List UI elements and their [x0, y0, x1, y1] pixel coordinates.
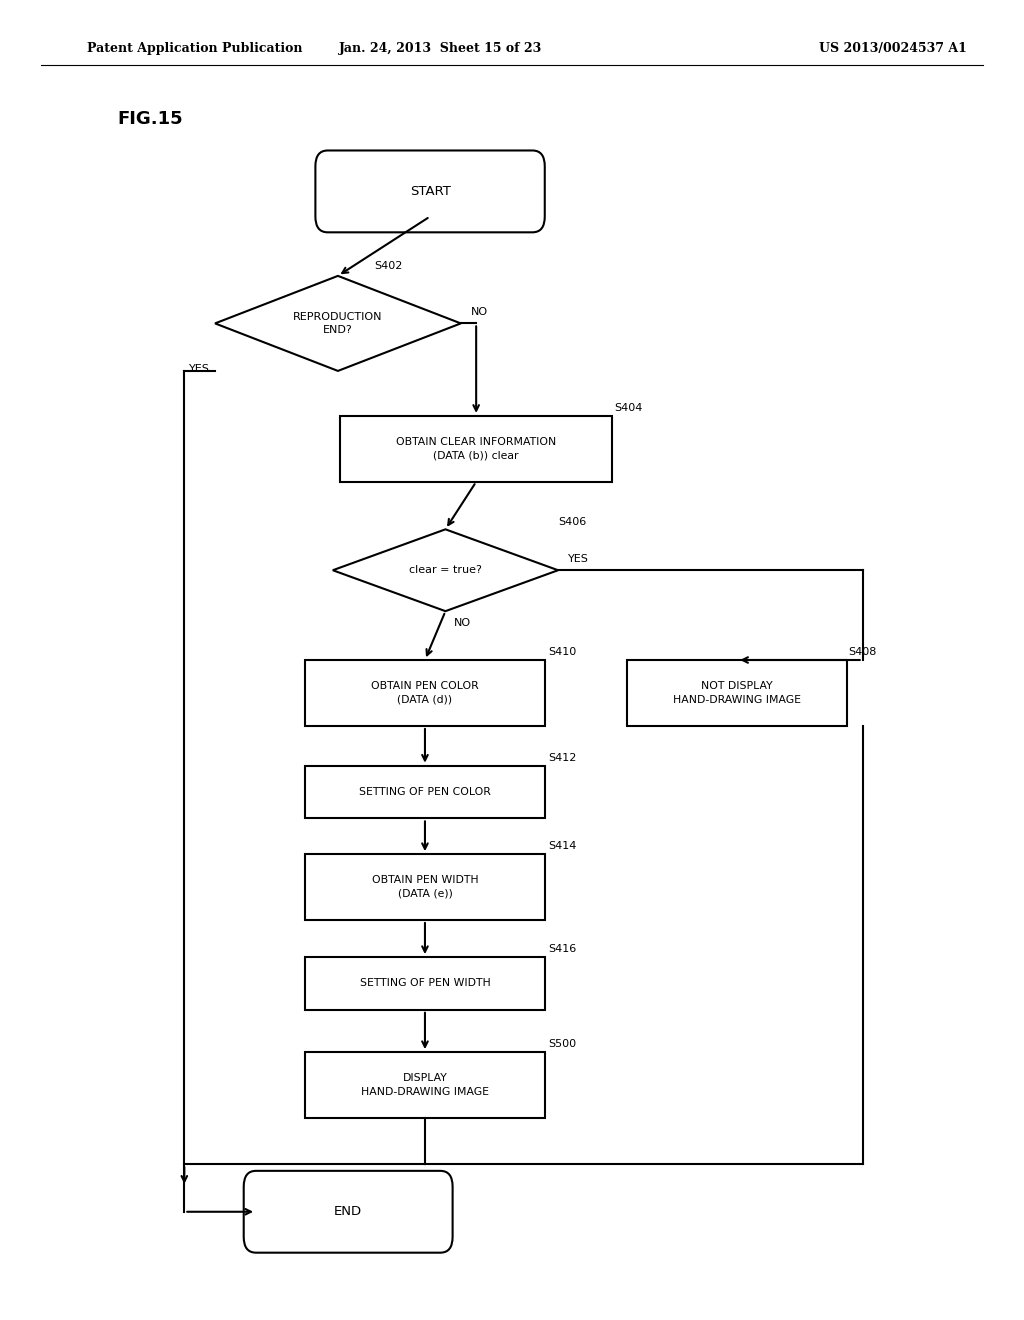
Text: Jan. 24, 2013  Sheet 15 of 23: Jan. 24, 2013 Sheet 15 of 23 — [339, 42, 542, 55]
Bar — [340, 416, 612, 482]
Text: Patent Application Publication: Patent Application Publication — [87, 42, 302, 55]
Text: S414: S414 — [548, 841, 577, 851]
Text: S416: S416 — [548, 944, 577, 954]
Text: SETTING OF PEN COLOR: SETTING OF PEN COLOR — [359, 787, 490, 797]
Text: S410: S410 — [548, 647, 577, 657]
Text: REPRODUCTION
END?: REPRODUCTION END? — [293, 312, 383, 335]
Bar — [305, 854, 545, 920]
Text: S412: S412 — [548, 752, 577, 763]
Text: clear = true?: clear = true? — [409, 565, 482, 576]
Text: FIG.15: FIG.15 — [118, 110, 183, 128]
Text: END: END — [334, 1205, 362, 1218]
Bar — [305, 766, 545, 818]
Text: US 2013/0024537 A1: US 2013/0024537 A1 — [819, 42, 967, 55]
Text: NO: NO — [471, 306, 488, 317]
Text: OBTAIN PEN WIDTH
(DATA (e)): OBTAIN PEN WIDTH (DATA (e)) — [372, 875, 478, 899]
Text: S404: S404 — [614, 403, 643, 413]
Text: YES: YES — [568, 553, 589, 564]
Bar — [305, 1052, 545, 1118]
Text: DISPLAY
HAND-DRAWING IMAGE: DISPLAY HAND-DRAWING IMAGE — [360, 1073, 489, 1097]
Text: S408: S408 — [848, 647, 877, 657]
Text: OBTAIN PEN COLOR
(DATA (d)): OBTAIN PEN COLOR (DATA (d)) — [371, 681, 479, 705]
Text: OBTAIN CLEAR INFORMATION
(DATA (b)) clear: OBTAIN CLEAR INFORMATION (DATA (b)) clea… — [396, 437, 556, 461]
Bar — [305, 957, 545, 1010]
Bar — [305, 660, 545, 726]
Text: S500: S500 — [548, 1039, 575, 1049]
Text: NOT DISPLAY
HAND-DRAWING IMAGE: NOT DISPLAY HAND-DRAWING IMAGE — [674, 681, 801, 705]
Text: START: START — [410, 185, 451, 198]
Polygon shape — [215, 276, 461, 371]
FancyBboxPatch shape — [315, 150, 545, 232]
Text: S402: S402 — [374, 260, 402, 271]
Text: YES: YES — [189, 364, 210, 375]
Text: S406: S406 — [558, 516, 587, 527]
Text: SETTING OF PEN WIDTH: SETTING OF PEN WIDTH — [359, 978, 490, 989]
Bar — [627, 660, 847, 726]
Text: NO: NO — [454, 618, 471, 628]
Polygon shape — [333, 529, 558, 611]
FancyBboxPatch shape — [244, 1171, 453, 1253]
